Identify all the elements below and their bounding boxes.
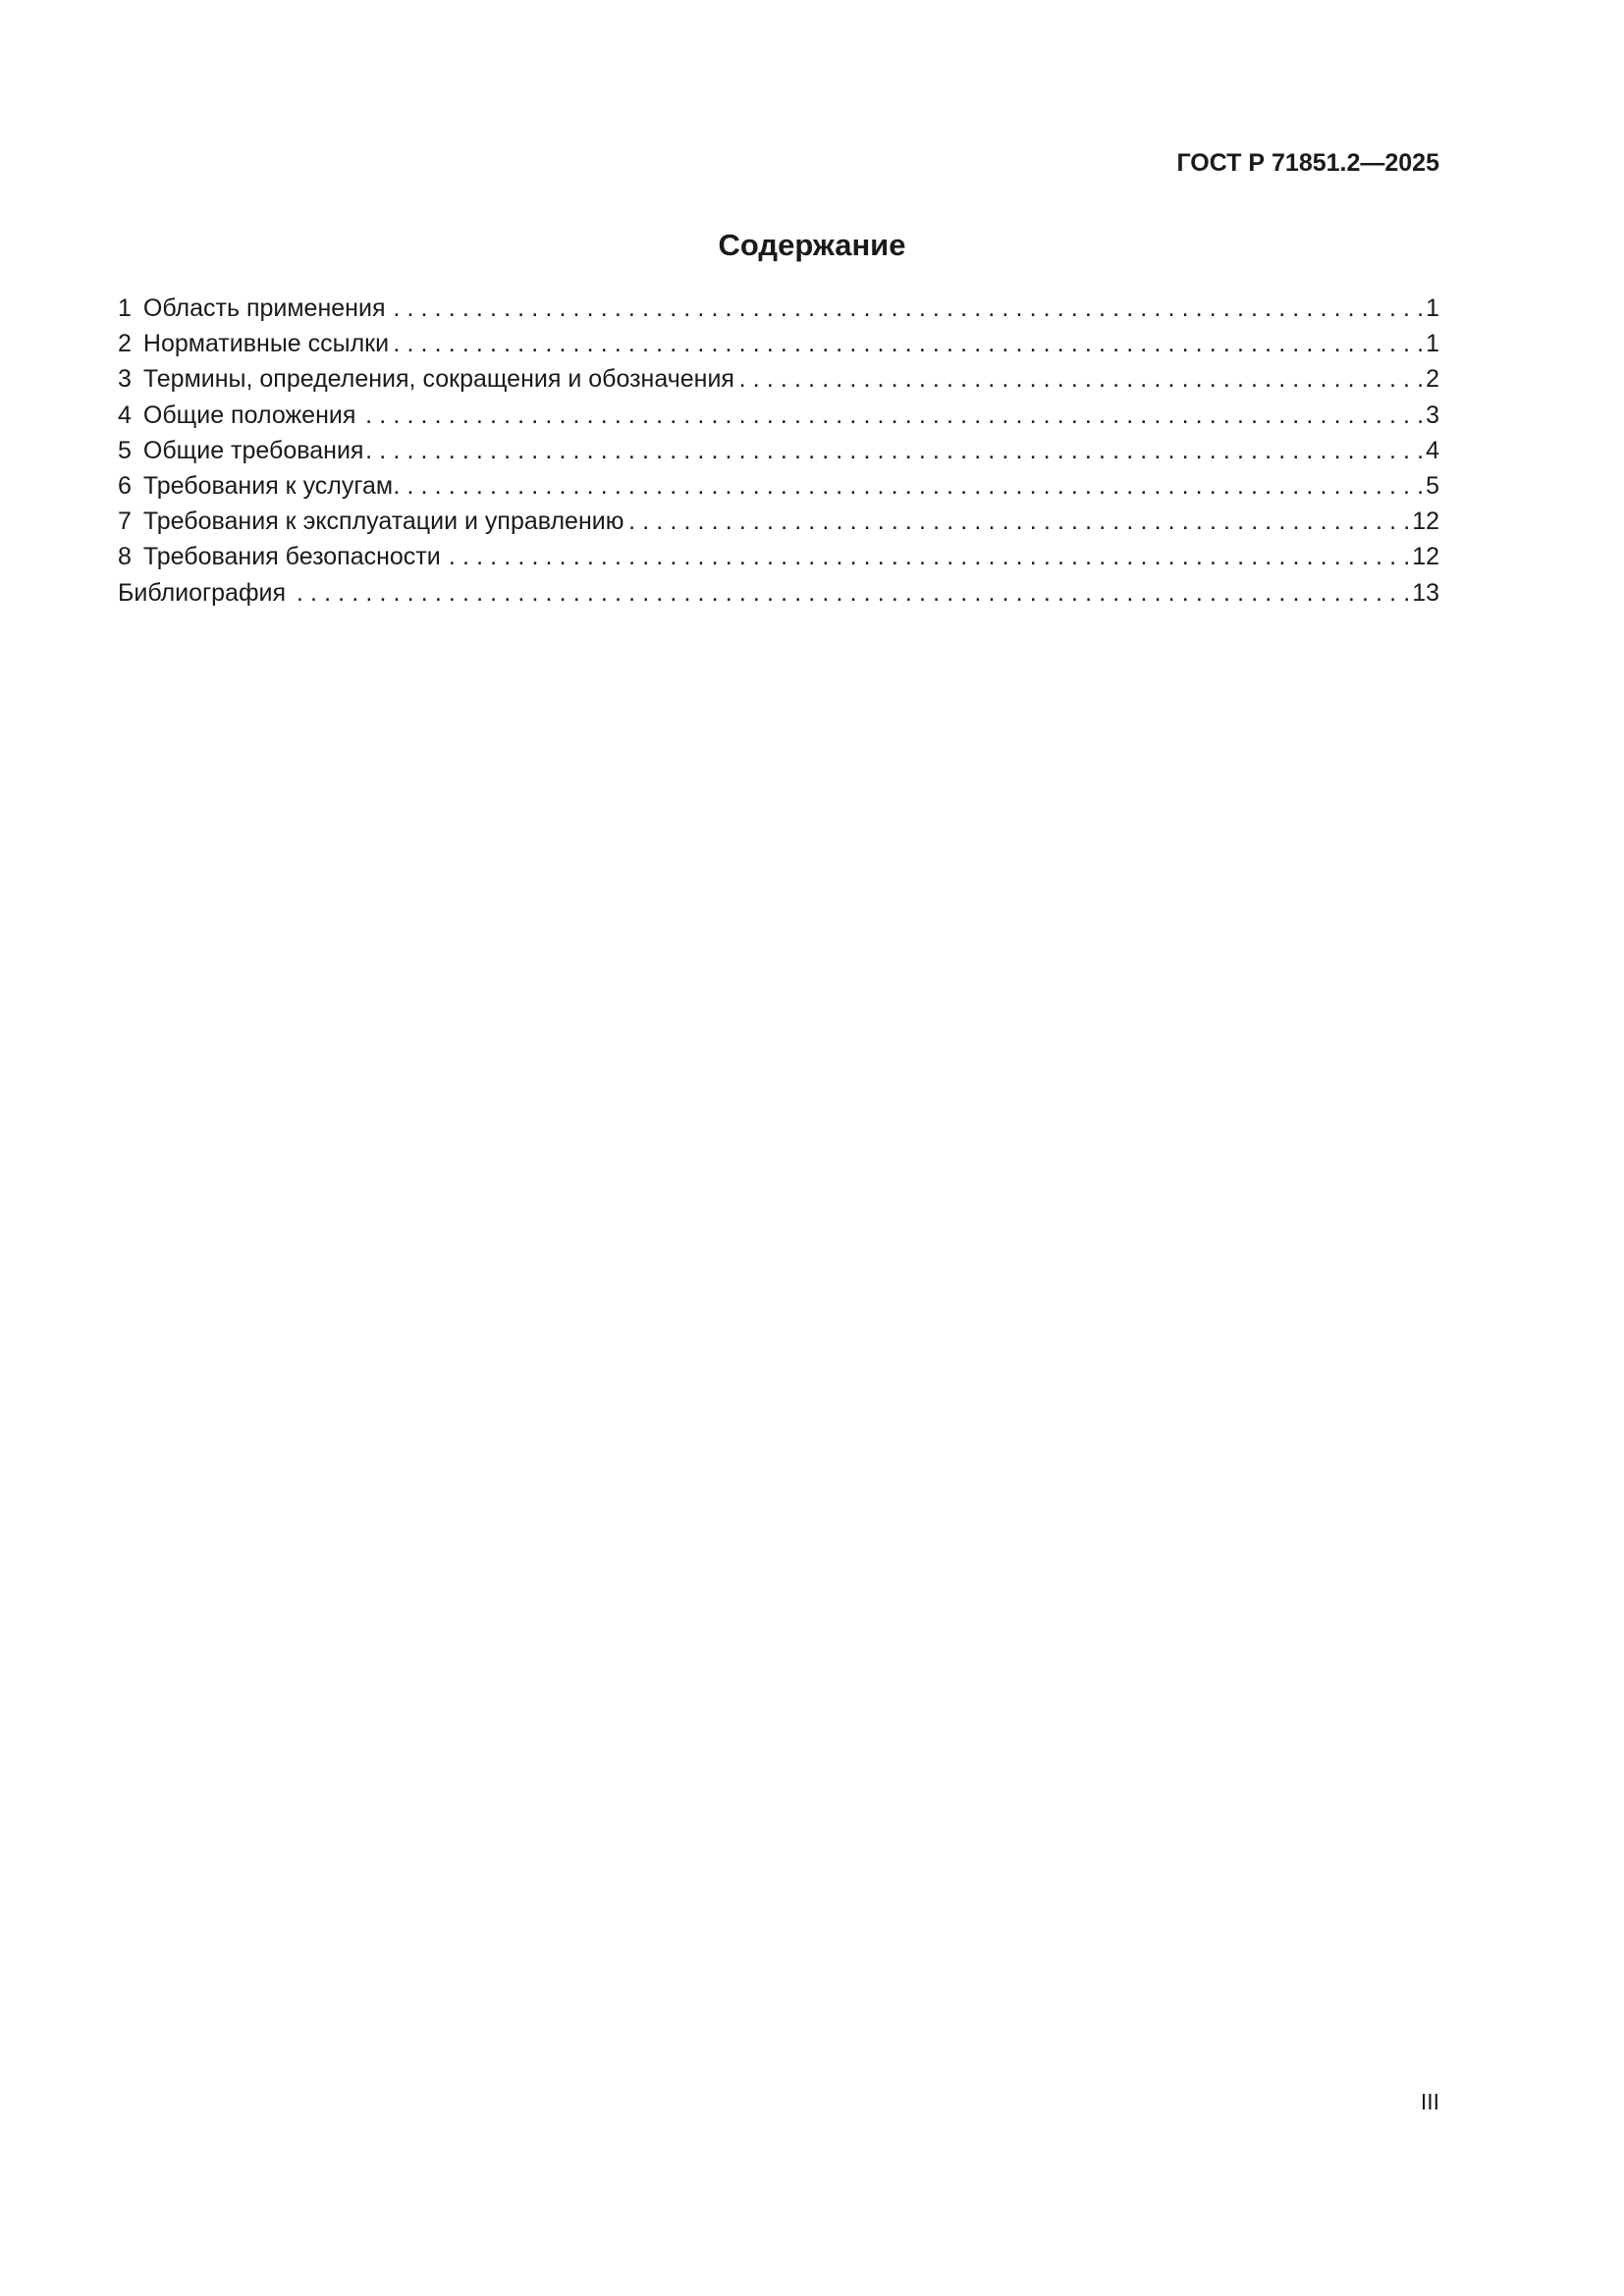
dot-leader (443, 539, 1410, 574)
dot-leader (736, 361, 1424, 397)
toc-entry[interactable]: Библиография 13 (118, 575, 1439, 611)
toc-entry[interactable]: 7 Требования к эксплуатации и управлению 1… (118, 504, 1439, 539)
toc-entry[interactable]: 3 Термины, определения, сокращения и обоз… (118, 361, 1439, 397)
toc-entry-number: 8 (118, 543, 132, 571)
toc-entry-label: Общие положения (142, 400, 356, 429)
toc-entry-number: 7 (118, 507, 132, 536)
toc-entry-label: Библиография (118, 578, 287, 607)
dot-leader (365, 433, 1424, 468)
toc-entry-page: 4 (1426, 436, 1439, 464)
toc-entry-page: 12 (1412, 543, 1439, 571)
toc-entry-label: Область применения (142, 294, 386, 322)
toc-entry-page: 2 (1426, 365, 1439, 394)
toc-entry-page: 13 (1412, 578, 1439, 607)
toc-entry[interactable]: 1 Область применения 1 (118, 291, 1439, 326)
dot-leader (395, 468, 1424, 504)
toc-entry[interactable]: 5 Общие требования 4 (118, 433, 1439, 468)
dot-leader (357, 398, 1424, 433)
toc-entry-label: Требования к услугам (142, 471, 394, 500)
toc-entry-label: Нормативные ссылки (142, 330, 390, 358)
page-number: III (1420, 2089, 1439, 2114)
toc-entry[interactable]: 6 Требования к услугам 5 (118, 468, 1439, 504)
toc-entry-page: 1 (1426, 330, 1439, 358)
toc-entry-label: Общие требования (142, 436, 364, 464)
toc-entry-label: Термины, определения, сокращения и обозн… (142, 365, 734, 394)
toc-entry-page: 5 (1426, 471, 1439, 500)
toc-entry-number: 4 (118, 400, 132, 429)
dot-leader (625, 504, 1410, 539)
toc-entry-number: 1 (118, 294, 132, 322)
toc-entry-number: 2 (118, 330, 132, 358)
toc-entry-label: Требования к эксплуатации и управлению (142, 507, 624, 536)
toc-entry[interactable]: 4 Общие положения 3 (118, 398, 1439, 433)
toc-entry-page: 1 (1426, 294, 1439, 322)
toc-entry-page: 12 (1412, 507, 1439, 536)
toc-entry-number: 5 (118, 436, 132, 464)
page-title: Содержание (718, 228, 906, 262)
toc-entry-number: 6 (118, 471, 132, 500)
document-code: ГОСТ Р 71851.2—2025 (1176, 149, 1439, 177)
dot-leader (387, 291, 1424, 326)
toc-entry[interactable]: 2 Нормативные ссылки 1 (118, 326, 1439, 361)
toc-entry[interactable]: 8 Требования безопасности 12 (118, 539, 1439, 574)
toc-entry-label: Требования безопасности (142, 543, 441, 571)
dot-leader (391, 326, 1424, 361)
dot-leader (288, 575, 1410, 611)
toc-entry-page: 3 (1426, 400, 1439, 429)
toc-entry-number: 3 (118, 365, 132, 394)
